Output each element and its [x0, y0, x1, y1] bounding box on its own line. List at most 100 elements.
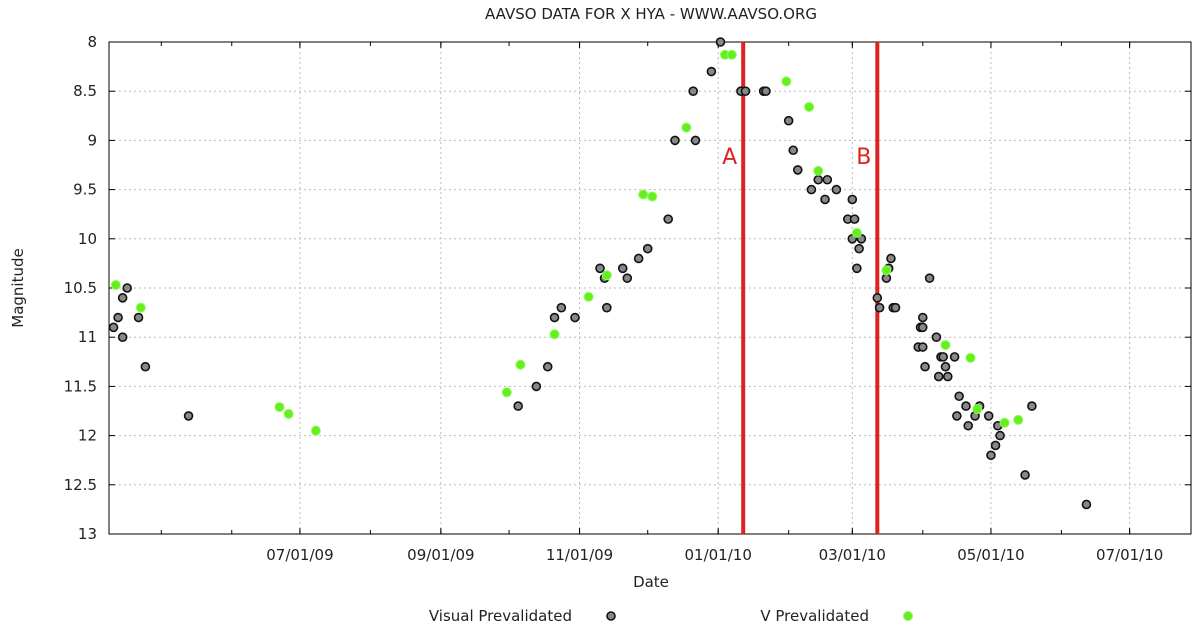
data-point — [515, 359, 526, 370]
data-point — [872, 293, 883, 303]
data-point — [117, 293, 128, 303]
data-point — [715, 37, 726, 47]
data-point — [820, 194, 830, 205]
data-point — [851, 227, 862, 238]
data-point — [1013, 414, 1024, 425]
data-point — [965, 352, 976, 363]
data-point — [940, 361, 951, 372]
data-point — [806, 184, 817, 195]
data-point — [788, 145, 799, 156]
y-tick-label: 9 — [87, 131, 97, 149]
data-point — [954, 391, 964, 402]
x-tick-label: 09/01/09 — [407, 546, 474, 564]
data-point — [108, 322, 119, 333]
x-tick-label: 03/01/10 — [819, 546, 886, 564]
data-point — [917, 342, 928, 352]
data-point — [952, 411, 962, 421]
data-point — [781, 76, 792, 87]
annotation-label-b: B — [856, 145, 871, 170]
x-axis: 07/01/09 09/01/09 11/01/09 01/01/10 03/01/10… — [160, 42, 1163, 564]
data-point — [642, 243, 653, 254]
data-point — [761, 86, 771, 96]
y-tick-label: 8 — [87, 33, 97, 51]
y-tick-label: 12 — [78, 427, 97, 445]
data-point — [183, 411, 194, 421]
data-point — [783, 115, 794, 126]
data-point — [831, 184, 842, 195]
data-point — [852, 263, 862, 274]
data-point — [638, 189, 649, 200]
data-point — [595, 263, 605, 274]
chart-title: AAVSO DATA FOR X HYA - WWW.AAVSO.ORG — [485, 5, 817, 23]
data-point — [633, 253, 644, 264]
data-point — [940, 340, 951, 351]
data-point — [583, 291, 594, 302]
data-point — [972, 404, 983, 415]
legend-label-v: V Prevalidated — [760, 607, 869, 625]
y-tick-label: 11.5 — [64, 377, 97, 395]
data-point — [924, 273, 935, 283]
data-point — [513, 401, 523, 411]
data-point — [140, 361, 151, 372]
data-point — [556, 302, 567, 313]
data-point — [133, 312, 144, 323]
legend-marker-v — [903, 611, 913, 621]
data-point — [681, 122, 692, 133]
data-point — [849, 214, 860, 224]
data-point — [886, 253, 896, 264]
data-point — [938, 352, 949, 362]
y-tick-label: 10.5 — [64, 279, 97, 297]
data-point — [961, 401, 971, 411]
data-point — [917, 322, 928, 333]
data-point — [933, 371, 944, 382]
y-axis-title: Magnitude — [9, 248, 27, 327]
data-point — [847, 194, 858, 205]
y-tick-label: 9.5 — [73, 181, 97, 199]
data-point — [804, 101, 815, 112]
data-point — [726, 49, 737, 60]
data-point — [990, 440, 1001, 451]
x-tick-label: 11/01/09 — [546, 546, 613, 564]
data-point — [1081, 499, 1092, 510]
annotation-label-a: A — [722, 145, 737, 170]
data-point — [549, 312, 560, 323]
data-point — [995, 430, 1005, 441]
data-point — [1020, 470, 1030, 480]
data-point — [601, 270, 612, 281]
data-point — [917, 312, 928, 323]
data-point — [942, 371, 953, 382]
data-point — [283, 408, 294, 419]
data-point — [531, 381, 542, 392]
data-point — [688, 86, 698, 96]
data-point — [999, 417, 1010, 428]
data-point — [890, 302, 901, 313]
legend-item-visual: Visual Prevalidated — [429, 607, 616, 625]
data-point — [963, 420, 974, 431]
y-tick-label: 10 — [78, 230, 97, 248]
data-point — [663, 214, 673, 224]
data-point — [949, 352, 960, 362]
data-point — [706, 66, 717, 77]
data-point — [813, 165, 824, 176]
y-tick-label: 8.5 — [73, 82, 97, 100]
data-point — [931, 332, 942, 343]
x-tick-label: 07/01/10 — [1096, 546, 1163, 564]
data-point — [690, 135, 701, 146]
series-v-prevalidated — [110, 49, 1024, 436]
data-point — [920, 361, 930, 372]
data-point — [570, 312, 580, 323]
data-point — [813, 174, 824, 185]
x-tick-label: 07/01/09 — [266, 546, 333, 564]
y-tick-label: 12.5 — [64, 476, 97, 494]
data-point — [854, 243, 864, 254]
legend-marker-visual — [606, 611, 616, 621]
data-point — [822, 174, 833, 185]
data-point — [310, 425, 321, 436]
data-point — [986, 450, 996, 461]
y-axis: 8 8.5 9 9.5 10 10.5 11 11.5 12 12.5 13 — [64, 33, 1191, 543]
data-point — [113, 312, 123, 323]
data-point — [542, 361, 553, 372]
